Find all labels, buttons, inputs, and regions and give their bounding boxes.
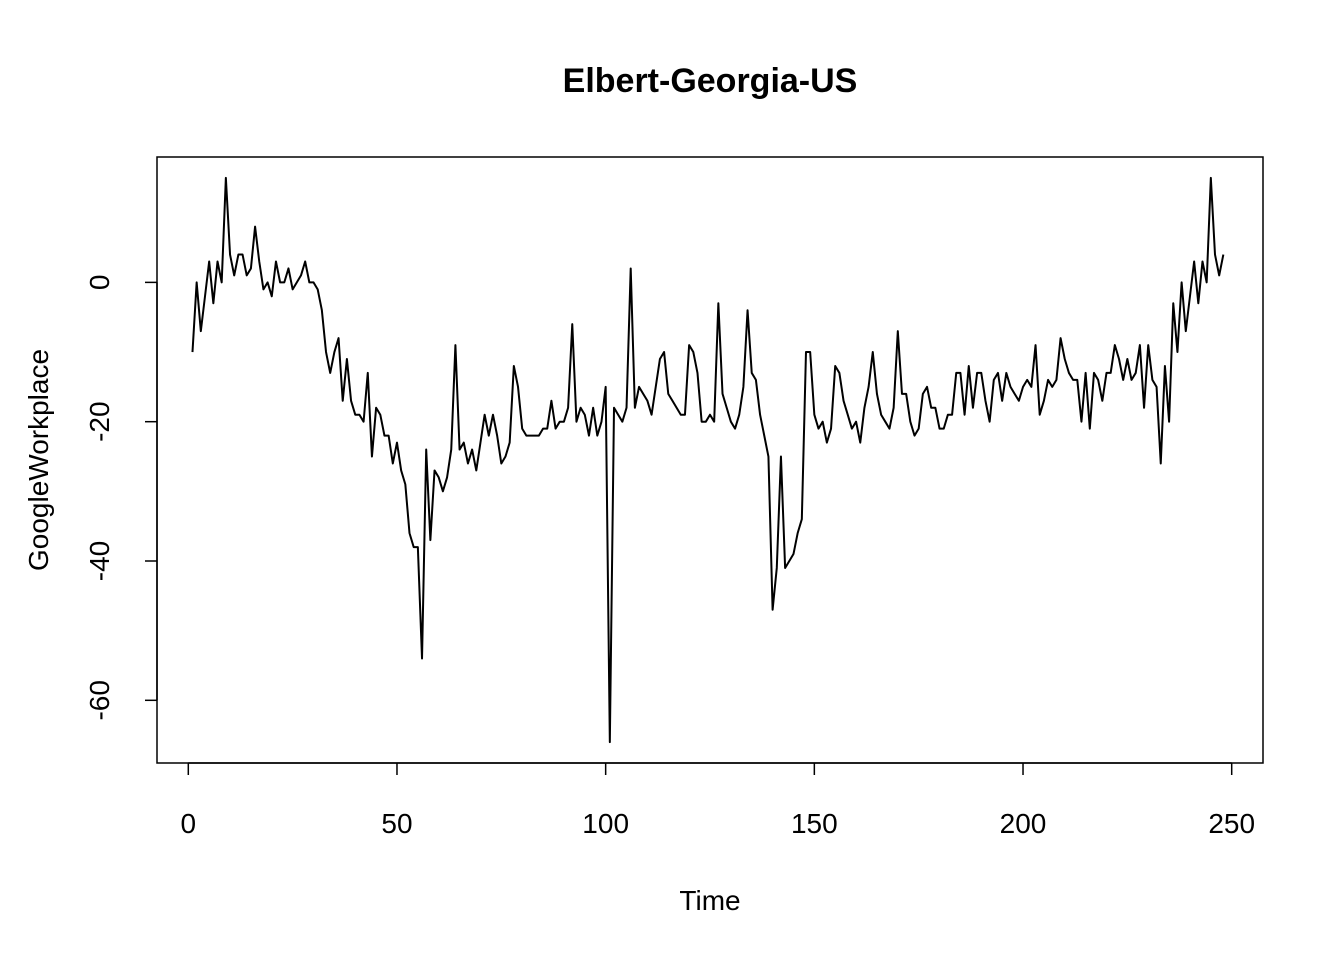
- x-tick-label: 200: [1000, 808, 1047, 839]
- chart-title: Elbert-Georgia-US: [563, 62, 858, 100]
- y-axis: 0 -20 -40 -60: [84, 275, 158, 721]
- y-tick-label: 0: [84, 275, 115, 291]
- x-tick-label: 50: [381, 808, 412, 839]
- x-tick-label: 0: [181, 808, 197, 839]
- plot-frame: [156, 156, 1264, 764]
- y-axis-label: GoogleWorkplace: [23, 349, 54, 571]
- x-tick-label: 250: [1208, 808, 1255, 839]
- y-tick-label: -40: [84, 541, 115, 581]
- x-axis: 0 50 100 150 200 250: [181, 762, 1255, 839]
- y-tick-label: -20: [84, 401, 115, 441]
- series-line: [191, 176, 1225, 744]
- x-axis-label: Time: [679, 885, 740, 916]
- y-tick-label: -60: [84, 680, 115, 720]
- x-tick-label: 150: [791, 808, 838, 839]
- x-tick-label: 100: [582, 808, 629, 839]
